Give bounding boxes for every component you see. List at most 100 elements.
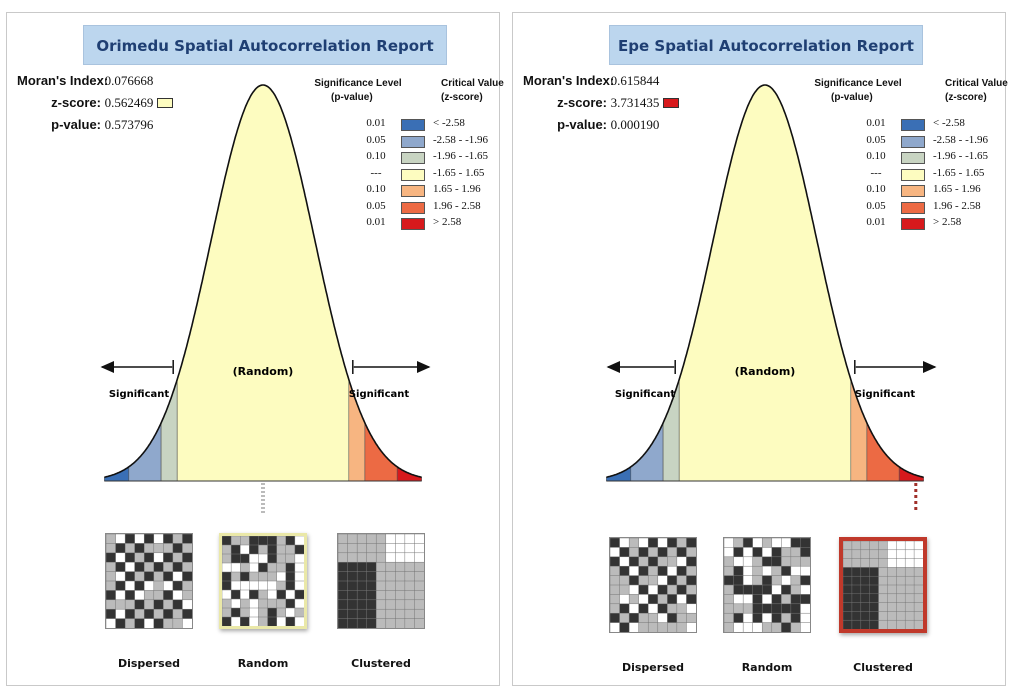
map-cell [414,534,424,544]
legend-cv-header-line1: Critical Value [945,78,1008,89]
map-cell [163,571,174,582]
map-cell [752,556,763,567]
map-cell [904,558,915,568]
map-cell [647,547,659,558]
map-cell [182,534,192,544]
map-cell [366,580,377,591]
map-cell [182,590,192,601]
map-cell [153,599,164,610]
legend-swatch [901,185,925,197]
map-cell [347,608,358,620]
map-cell [676,612,687,624]
map-cell [249,562,259,573]
map-cell [172,543,183,554]
map-cell [913,611,923,621]
map-cell [222,536,232,546]
map-cell [638,547,649,558]
map-cell [619,603,630,614]
map-cell [667,612,678,624]
map-cell [172,561,183,573]
map-cell [414,543,424,554]
legend-sig-header-line1: Significance Level [314,78,402,89]
map-cell [781,622,792,632]
map-cell [222,589,232,600]
map-cell [395,534,406,544]
map-cell [385,608,396,620]
map-cell [222,598,232,609]
map-cell [276,607,287,618]
map-cell [887,593,897,604]
map-cell [285,553,296,564]
map-cell [404,590,415,601]
map-cell [182,599,192,610]
map-cell [676,622,687,632]
map-cell [143,618,155,628]
map-cell [686,612,696,624]
legend-critical-value: < -2.58 [933,117,965,129]
map-cell [733,594,744,605]
map-cell [752,565,763,577]
map-cell [869,549,880,560]
legend-row: 0.05 -2.58 - -1.96 [865,134,1018,150]
map-cell [619,612,630,624]
map-cell [610,612,621,624]
p-value-label: p-value: [557,117,607,132]
map-cell [657,612,668,624]
map-cell [347,618,358,628]
map-cell [647,556,659,567]
map-cell [356,571,368,582]
map-cell [395,599,406,610]
map-cell [222,544,232,555]
map-cell [115,534,126,544]
map-cell [752,603,763,614]
legend-swatch [901,135,925,148]
map-cell [667,575,678,586]
map-cell [887,611,897,621]
significant-right-label: Significant [855,389,916,400]
map-cell [134,580,145,591]
map-cell [913,593,923,604]
map-cell [800,584,810,595]
map-cell [115,599,126,610]
map-cell [347,561,358,573]
map-cell [124,534,136,544]
map-cell [124,590,136,601]
legend-row: --- -1.65 - 1.65 [365,167,525,183]
map-cell [638,603,649,614]
legend-row: 0.10 1.65 - 1.96 [865,183,1018,199]
map-cell [742,594,754,605]
map-cell [106,571,117,582]
map-cell [904,549,915,560]
map-cell [761,538,773,548]
pattern-thumb-random [723,537,811,633]
map-cell [843,611,853,621]
map-cell [153,534,164,544]
map-cell [869,567,880,577]
map-cell [724,584,735,595]
legend-pvalue: 0.01 [366,117,386,129]
map-cell [887,549,897,560]
map-cell [375,608,387,620]
map-cell [249,553,259,564]
legend-pvalue: 0.01 [366,216,386,228]
map-cell [267,562,278,573]
map-cell [896,584,906,595]
legend-sig-header-line2: (p-value) [331,92,373,103]
morans-index-label: Moran's Index: [17,73,109,88]
map-cell [887,619,897,629]
z-score-row: z-score: 3.731435 [523,95,680,113]
map-cell [230,580,241,591]
map-cell [163,534,174,544]
map-cell [258,580,269,591]
map-cell [395,580,406,591]
pattern-label-dispersed: Dispersed [621,661,685,674]
map-cell [143,543,155,554]
map-cell [106,561,117,573]
map-cell [285,580,296,591]
map-cell [338,608,349,620]
z-score-label: z-score: [51,95,101,110]
map-cell [230,571,241,582]
map-cell [338,534,349,544]
map-cell [781,547,792,558]
map-cell [790,547,801,558]
